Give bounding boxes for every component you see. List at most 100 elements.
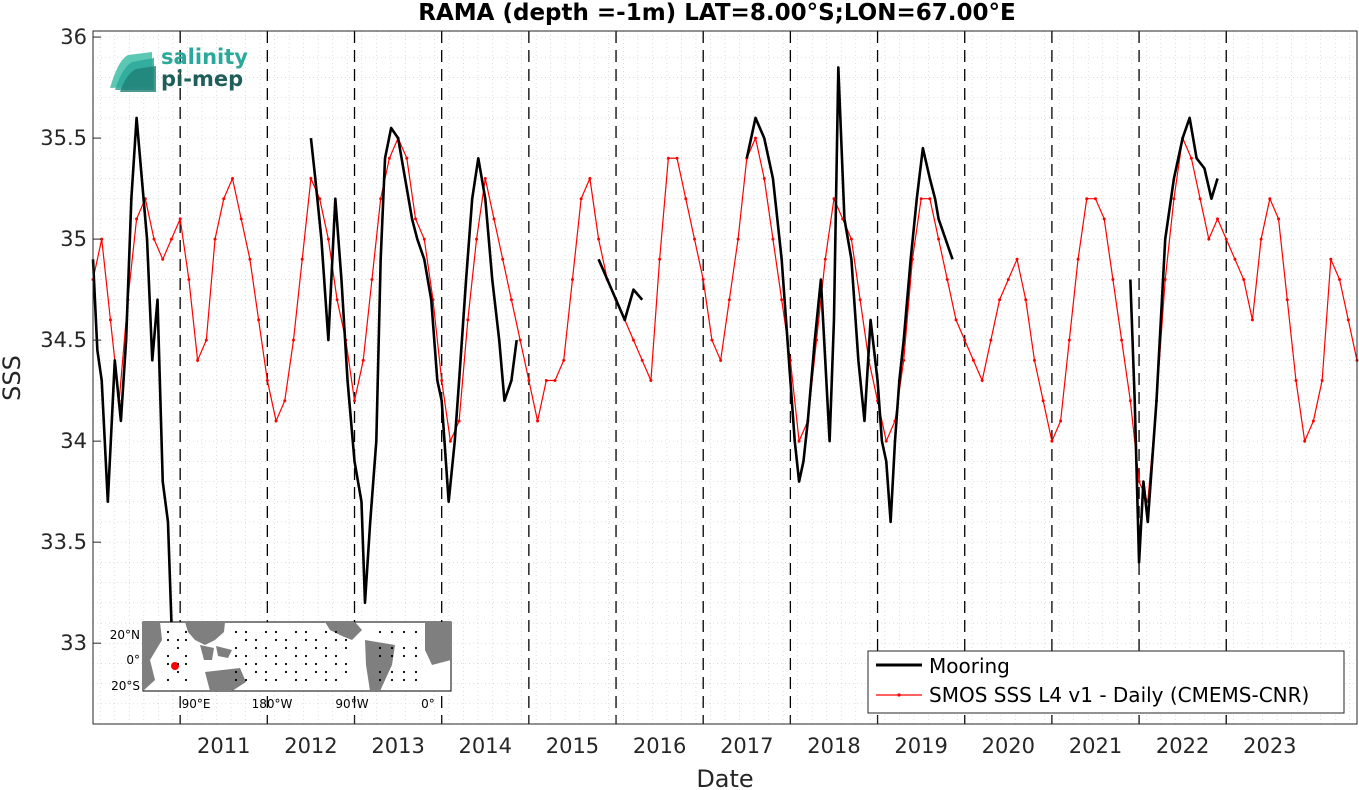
smos-point: [100, 237, 104, 241]
map-lon-0: 0°: [421, 697, 435, 711]
smos-point: [1285, 298, 1289, 302]
smos-point: [1277, 217, 1281, 221]
smos-point: [980, 379, 984, 383]
smos-point: [361, 358, 365, 362]
map-buoy-dot: [314, 638, 318, 642]
map-buoy-dot: [284, 646, 288, 650]
map-buoy-dot: [244, 638, 248, 642]
smos-point: [1067, 338, 1071, 342]
map-buoy-dot: [284, 662, 288, 666]
smos-point: [1250, 318, 1254, 322]
smos-point: [1242, 278, 1246, 282]
smos-point: [684, 197, 688, 201]
map-buoy-dot: [402, 654, 406, 658]
smos-point: [762, 176, 766, 180]
logo-waves-icon: [110, 52, 156, 92]
salinity-pi-mep-logo: salinity pi-mep: [110, 45, 248, 92]
smos-point: [945, 278, 949, 282]
smos-point: [1128, 399, 1132, 403]
smos-point: [954, 318, 958, 322]
logo-line2: pi-mep: [161, 67, 243, 91]
smos-point: [971, 358, 975, 362]
smos-point: [1338, 278, 1342, 282]
smos-point: [291, 338, 295, 342]
smos-point: [187, 278, 191, 282]
smos-point: [544, 379, 548, 383]
smos-point: [579, 197, 583, 201]
map-buoy-dot: [234, 678, 238, 682]
map-buoy-dot: [294, 630, 298, 634]
smos-point: [353, 399, 357, 403]
smos-point: [1346, 318, 1350, 322]
map-buoy-dot: [324, 654, 328, 658]
map-buoy-dot: [334, 638, 338, 642]
smos-point: [440, 379, 444, 383]
smos-point: [797, 439, 801, 443]
smos-point: [1120, 338, 1124, 342]
map-lon-90w: 90°W: [335, 697, 368, 711]
smos-point: [204, 338, 208, 342]
map-buoy-dot: [184, 630, 188, 634]
map-buoy-dot: [294, 670, 298, 674]
map-buoy-dot: [264, 678, 268, 682]
smos-point: [1085, 197, 1089, 201]
smos-point: [326, 237, 330, 241]
smos-point: [1259, 237, 1263, 241]
map-buoy-dot: [390, 646, 394, 650]
map-buoy-dot: [344, 646, 348, 650]
logo-line1: salinity: [161, 45, 248, 69]
smos-point: [553, 379, 557, 383]
smos-point: [780, 298, 784, 302]
smos-point: [1320, 379, 1324, 383]
smos-point: [1137, 480, 1141, 484]
smos-point: [422, 237, 426, 241]
smos-point: [169, 237, 173, 241]
inset-map: 20°N 0° 20°S 90°E 180°W 90°W 0°: [110, 621, 452, 711]
map-buoy-dot: [244, 662, 248, 666]
y-axis-ticks: 33 33.5 34 34.5 35 35.5 36: [40, 25, 101, 655]
smos-point: [928, 197, 932, 201]
smos-point: [483, 176, 487, 180]
map-buoy-dot: [244, 654, 248, 658]
map-buoy-dot: [264, 646, 268, 650]
smos-point: [518, 338, 522, 342]
map-buoy-dot: [402, 670, 406, 674]
map-buoy-dot: [166, 630, 170, 634]
smos-point: [509, 298, 513, 302]
smos-point: [335, 298, 339, 302]
map-buoy-dot: [378, 646, 382, 650]
smos-point: [754, 136, 758, 140]
map-buoy-dot: [324, 630, 328, 634]
y-tick-label-33.5: 33.5: [40, 530, 87, 554]
smos-point: [597, 237, 601, 241]
smos-point: [1189, 156, 1193, 160]
smos-point: [448, 439, 452, 443]
map-buoy-dot: [304, 630, 308, 634]
x-axis-ticks: 2011 2012 2013 2014 2015 2016 2017 2018 2019 2020…: [179, 716, 1297, 758]
map-buoy-dot: [324, 678, 328, 682]
smos-point: [570, 278, 574, 282]
series-line-mooring-segment-1: [309, 126, 518, 605]
legend-box: [867, 650, 1345, 714]
smos-point: [318, 197, 322, 201]
map-buoy-dot: [166, 678, 170, 682]
y-tick-label-33: 33: [60, 631, 87, 655]
map-buoy-dot: [274, 630, 278, 634]
smos-point: [692, 237, 696, 241]
smos-point: [1172, 197, 1176, 201]
map-buoy-dot: [334, 662, 338, 666]
smos-point: [1163, 278, 1167, 282]
map-lat-20s: 20°S: [111, 679, 140, 693]
legend-label-smos: SMOS SSS L4 v1 - Daily (CMEMS-CNR): [929, 683, 1309, 707]
inset-map-land: [143, 622, 451, 691]
smos-point: [152, 237, 156, 241]
smos-point: [196, 358, 200, 362]
smos-point: [649, 379, 653, 383]
map-buoy-dot: [314, 670, 318, 674]
smos-point: [658, 257, 662, 261]
map-buoy-dot: [274, 662, 278, 666]
map-buoy-dot: [234, 646, 238, 650]
map-buoy-dot: [274, 638, 278, 642]
smos-point: [161, 257, 165, 261]
map-buoy-dot: [414, 646, 418, 650]
